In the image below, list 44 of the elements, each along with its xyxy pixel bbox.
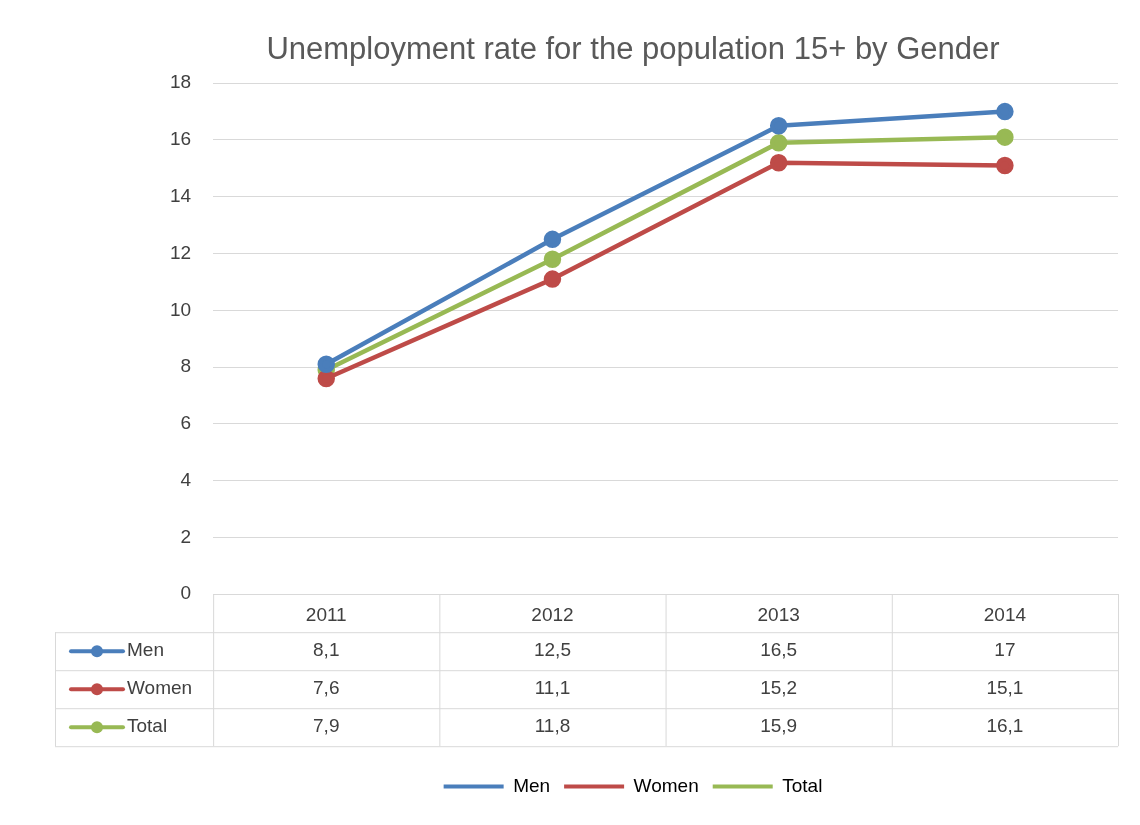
y-tick-label: 0: [180, 582, 192, 604]
y-tick-label: 4: [180, 468, 192, 490]
data-label: 15,9: [760, 715, 798, 737]
point: [769, 134, 788, 152]
chart-title: Unemployment rate for the population 15+ by Gender: [266, 31, 1000, 67]
y-tick-label: 16: [169, 128, 192, 150]
point: [769, 153, 788, 172]
data-label: 17: [994, 639, 1016, 661]
data-label: 16,1: [986, 715, 1024, 737]
data-label: 12,5: [533, 639, 571, 661]
y-tick-label: 6: [180, 412, 192, 434]
point: [769, 117, 788, 135]
data-label: 15,1: [986, 677, 1024, 699]
legend-label: Women: [127, 677, 193, 699]
y-tick-label: 8: [180, 355, 192, 377]
x-tick-label: 2014: [983, 603, 1027, 625]
text: Women: [633, 774, 699, 796]
data-label: 8,1: [313, 639, 340, 661]
y-tick-label: 18: [169, 71, 192, 93]
text: Men: [513, 774, 551, 796]
data-label: 11,8: [534, 715, 571, 737]
y-tick-label: 12: [169, 241, 192, 263]
point: [543, 230, 562, 249]
point: [543, 250, 562, 268]
data-label: 7,6: [313, 677, 340, 699]
point: [317, 355, 335, 373]
data-label: 7,9: [313, 715, 340, 737]
y-tick-label: 10: [169, 298, 192, 320]
point: [996, 128, 1014, 146]
data-label: 16,5: [760, 639, 798, 661]
data-label: 15,2: [760, 677, 798, 699]
y-tick-label: 2: [180, 525, 192, 547]
point: [543, 270, 562, 288]
data-label: 11,1: [534, 677, 571, 699]
legend-label: Total: [127, 715, 168, 737]
x-tick-label: 2012: [531, 603, 574, 625]
x-tick-label: 2013: [757, 603, 800, 625]
text: Total: [782, 774, 823, 796]
point: [996, 102, 1014, 121]
point: [317, 369, 335, 388]
y-tick-label: 14: [169, 184, 192, 206]
legend-label: Men: [127, 639, 164, 661]
x-tick-label: 2011: [305, 603, 347, 625]
point: [996, 156, 1014, 175]
